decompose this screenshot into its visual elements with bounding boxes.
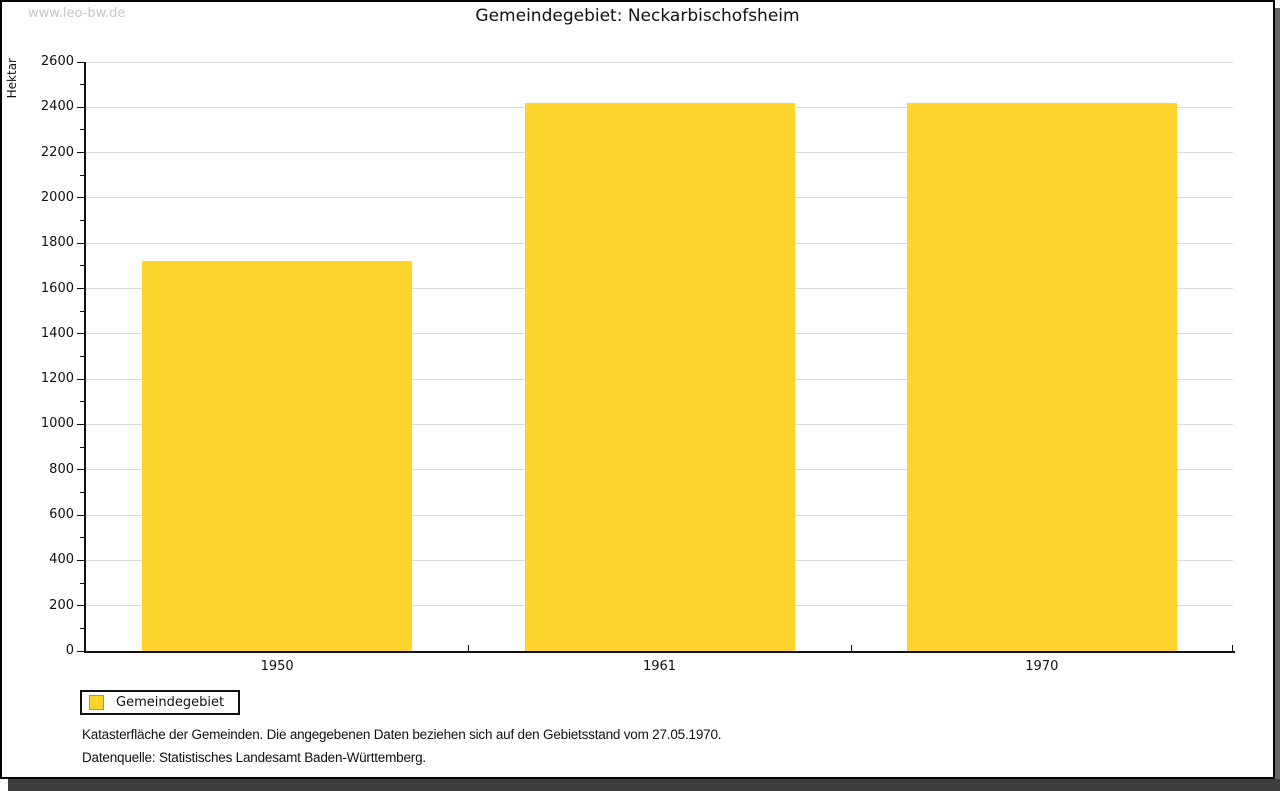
y-axis-tick-label: 200 [49, 597, 74, 613]
shadow-bottom [8, 779, 1280, 791]
x-axis-tick [851, 645, 852, 651]
y-axis-tick-label: 0 [65, 643, 74, 658]
watermark: www.leo-bw.de [28, 6, 126, 21]
y-axis-minor-tick [80, 582, 84, 584]
gridline [86, 61, 1233, 63]
y-axis-minor-tick [80, 310, 84, 312]
bar [906, 103, 1177, 651]
x-category-label: 1950 [260, 659, 294, 674]
y-axis-tick-label: 2000 [40, 189, 74, 205]
y-axis-tick-label: 1200 [40, 371, 74, 387]
y-axis-tick-label: 800 [49, 461, 74, 477]
y-axis-minor-tick [80, 84, 84, 86]
y-axis-tick [77, 378, 84, 380]
y-axis-tick [77, 106, 84, 108]
y-axis-minor-tick [80, 220, 84, 222]
y-axis-minor-tick [80, 129, 84, 131]
legend-label: Gemeindegebiet [116, 695, 225, 710]
bar [524, 102, 795, 651]
y-axis-tick [77, 61, 84, 63]
y-axis-tick [77, 650, 84, 652]
y-axis-tick [77, 197, 84, 199]
y-axis-minor-tick [80, 446, 84, 448]
y-axis-tick-label: 2400 [40, 99, 74, 115]
y-axis-minor-tick [80, 537, 84, 539]
y-axis-tick [77, 559, 84, 561]
y-axis-tick [77, 514, 84, 516]
y-axis-tick-label: 2200 [40, 144, 74, 160]
y-axis-tick [77, 605, 84, 607]
y-axis-tick-label: 1000 [40, 416, 74, 432]
y-axis-minor-tick [80, 491, 84, 493]
plot-area: 0 200 400 600 800 1000 1200 1400 1600 1800 2000 220… [41, 54, 1235, 674]
y-axis-tick [77, 333, 84, 335]
y-axis-minor-tick [80, 356, 84, 357]
x-category-label: 1961 [642, 659, 677, 674]
y-axis-tick-label: 400 [49, 552, 74, 568]
x-category-label: 1970 [1025, 659, 1059, 674]
y-axis-tick-label: 1600 [40, 280, 74, 296]
y-axis-tick [77, 288, 84, 290]
y-axis-minor-tick [80, 174, 84, 176]
x-axis-tick [1232, 645, 1233, 651]
legend-swatch [89, 695, 104, 710]
y-axis-tick [77, 152, 84, 154]
y-axis-tick [77, 423, 84, 425]
footnote-source-note: Katasterfläche der Gemeinden. Die angege… [82, 727, 722, 742]
y-axis-tick-label: 600 [49, 507, 74, 523]
x-axis-line [84, 651, 1235, 653]
y-axis-minor-tick [80, 401, 84, 403]
y-axis-minor-tick [80, 627, 84, 629]
legend: Gemeindegebiet [80, 690, 241, 715]
y-axis-tick-label: 1400 [40, 325, 74, 341]
x-axis-tick [468, 645, 469, 651]
chart-title: Gemeindegebiet: Neckarbischofsheim [475, 6, 800, 26]
y-axis-tick [77, 242, 84, 244]
bar [142, 260, 413, 651]
y-axis-tick-label: 2600 [40, 54, 74, 69]
shadow-right [1275, 8, 1280, 791]
y-axis-minor-tick [80, 265, 84, 267]
footnote-data-source: Datenquelle: Statistisches Landesamt Bad… [82, 750, 426, 765]
y-axis-line [84, 62, 86, 653]
y-axis-tick-label: 1800 [40, 235, 74, 251]
y-axis-tick [77, 469, 84, 471]
